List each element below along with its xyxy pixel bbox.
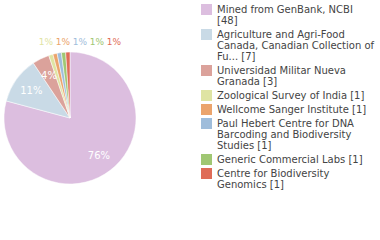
- legend-swatch: [201, 29, 212, 40]
- data-label: 11%: [20, 85, 42, 96]
- data-label: 1%: [73, 37, 88, 47]
- legend-swatch: [201, 104, 212, 115]
- data-label: 1%: [39, 37, 54, 47]
- legend-label: Generic Commercial Labs [1]: [217, 154, 375, 165]
- legend-label: Centre for Biodiversity Genomics [1]: [217, 168, 375, 190]
- legend-swatch: [201, 90, 212, 101]
- legend-item: Wellcome Sanger Institute [1]: [201, 104, 379, 115]
- slice: [57, 53, 70, 118]
- data-label: 1%: [90, 37, 105, 47]
- legend-item: Mined from GenBank, NCBI [48]: [201, 4, 379, 26]
- data-labels: 76%11%4%1%1%1%1%1%: [20, 37, 121, 161]
- data-label: 1%: [56, 37, 71, 47]
- legend: Mined from GenBank, NCBI [48] Agriculture…: [201, 4, 379, 193]
- data-label: 1%: [107, 37, 122, 47]
- slices: [4, 52, 136, 184]
- legend-label: Agriculture and Agri-Food Canada, Canadi…: [217, 29, 375, 62]
- slice: [66, 52, 70, 118]
- legend-label: Wellcome Sanger Institute [1]: [217, 104, 375, 115]
- legend-item: Universidad Militar Nueva Granada [3]: [201, 65, 379, 87]
- legend-swatch: [201, 118, 212, 129]
- legend-item: Centre for Biodiversity Genomics [1]: [201, 168, 379, 190]
- pie-area: 76%11%4%1%1%1%1%1%: [0, 0, 200, 240]
- legend-swatch: [201, 154, 212, 165]
- legend-item: Agriculture and Agri-Food Canada, Canadi…: [201, 29, 379, 62]
- slice: [61, 52, 70, 118]
- legend-swatch: [201, 65, 212, 76]
- legend-label: Zoological Survey of India [1]: [217, 90, 375, 101]
- legend-label: Paul Hebert Centre for DNA Barcoding and…: [217, 118, 375, 151]
- legend-swatch: [201, 168, 212, 179]
- data-label: 76%: [88, 150, 110, 161]
- legend-item: Paul Hebert Centre for DNA Barcoding and…: [201, 118, 379, 151]
- legend-label: Universidad Militar Nueva Granada [3]: [217, 65, 375, 87]
- slice: [4, 52, 136, 184]
- data-label: 4%: [41, 70, 57, 81]
- legend-item: Generic Commercial Labs [1]: [201, 154, 379, 165]
- legend-swatch: [201, 4, 212, 15]
- legend-label: Mined from GenBank, NCBI [48]: [217, 4, 375, 26]
- legend-item: Zoological Survey of India [1]: [201, 90, 379, 101]
